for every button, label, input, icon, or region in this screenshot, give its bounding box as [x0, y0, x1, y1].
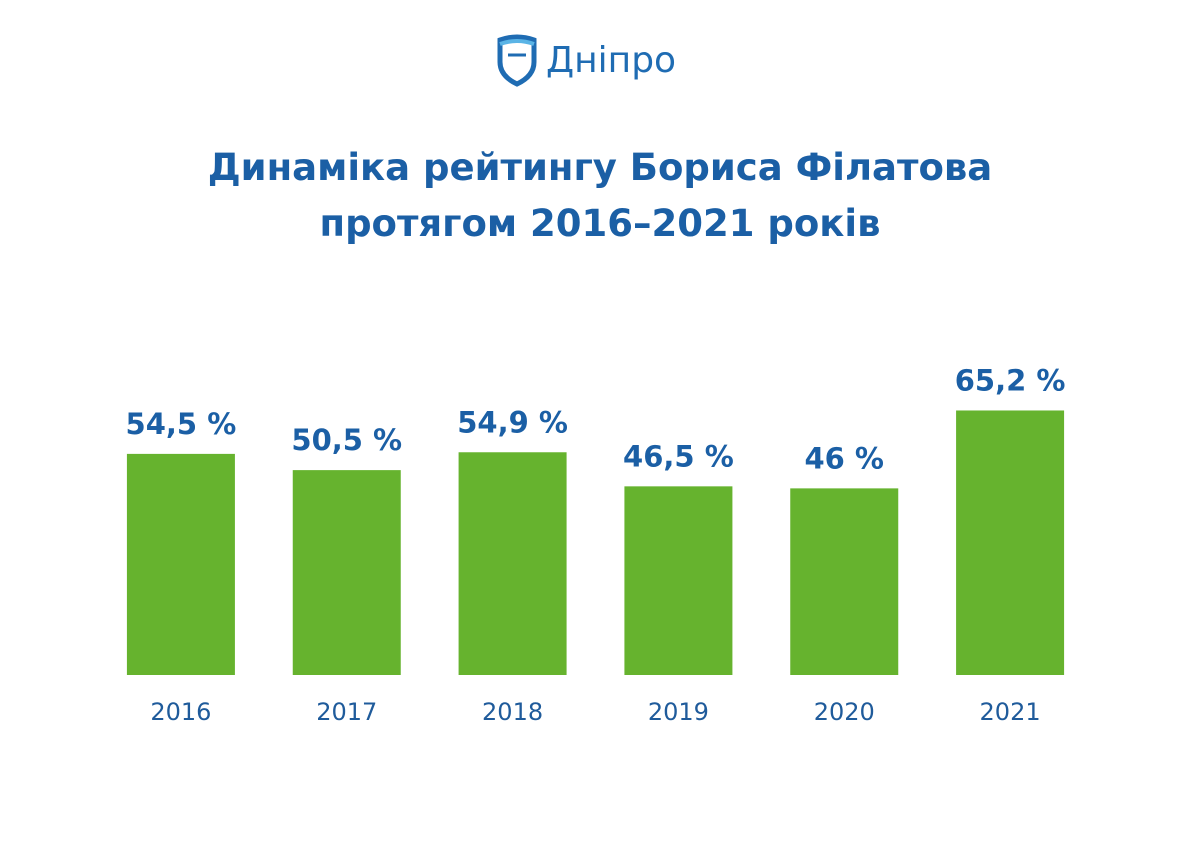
x-tick-label: 2021 — [980, 698, 1041, 726]
x-tick-label: 2018 — [482, 698, 543, 726]
value-label: 54,5 % — [126, 407, 237, 441]
bar — [790, 488, 899, 675]
bar — [458, 452, 567, 675]
chart-title: Динаміка рейтингу Бориса Філатова протяг… — [207, 146, 993, 245]
x-tick-label: 2019 — [648, 698, 709, 726]
logo-icon — [497, 34, 537, 87]
bar — [956, 410, 1065, 675]
value-label: 46 % — [804, 441, 884, 475]
bar — [292, 470, 401, 675]
bar — [126, 453, 235, 675]
value-label: 46,5 % — [623, 439, 734, 473]
bar — [624, 486, 733, 675]
value-label: 65,2 % — [955, 363, 1066, 397]
x-tick-label: 2017 — [316, 698, 377, 726]
x-tick-label: 2020 — [814, 698, 875, 726]
value-label: 50,5 % — [291, 423, 402, 457]
logo-text: Дніпро — [546, 40, 676, 81]
value-label: 54,9 % — [457, 405, 568, 439]
x-tick-label: 2016 — [150, 698, 211, 726]
